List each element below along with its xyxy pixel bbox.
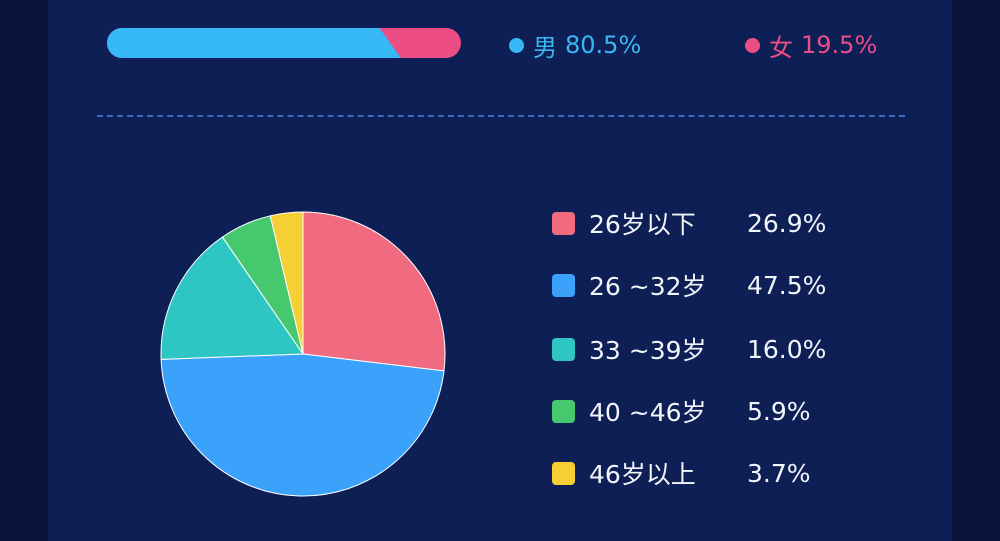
age-pie-chart [160, 211, 446, 497]
legend-swatch [552, 399, 575, 423]
legend-percentage: 16.0% [747, 334, 827, 364]
legend-male-label: 男 [533, 33, 557, 62]
female-dot-icon [745, 37, 760, 53]
pie-slice-3 [160, 236, 304, 360]
legend-percentage: 5.9% [747, 396, 811, 426]
legend-category: 26 ~32岁 [589, 272, 707, 301]
legend-percentage: 3.7% [747, 458, 811, 488]
legend-swatch [552, 461, 575, 485]
legend-male: 男 80.5% [509, 31, 642, 62]
legend-row: 26岁以下 26.9% [552, 205, 872, 241]
legend-female: 女 19.5% [745, 31, 878, 62]
legend-row: 46岁以上 3.7% [552, 455, 872, 491]
legend-category: 26岁以下 [589, 210, 696, 239]
legend-row: 33 ~39岁 16.0% [552, 331, 872, 367]
legend-category: 40 ~46岁 [589, 398, 707, 427]
legend-swatch [552, 337, 575, 361]
page-edge-left [0, 0, 48, 541]
legend-row: 40 ~46岁 5.9% [552, 393, 872, 429]
male-dot-icon [509, 37, 524, 53]
legend-category: 46岁以上 [589, 460, 696, 489]
pie-slice-5 [269, 211, 304, 355]
legend-percentage: 47.5% [747, 270, 827, 300]
legend-male-value: 80.5% [565, 31, 642, 59]
gender-ratio-bar [107, 28, 461, 58]
pie-slice-2 [160, 353, 445, 497]
legend-female-label: 女 [769, 33, 793, 62]
legend-female-value: 19.5% [801, 31, 878, 59]
page-edge-right [952, 0, 1000, 541]
dashed-divider [97, 115, 905, 117]
legend-percentage: 26.9% [747, 208, 827, 238]
legend-swatch [552, 211, 575, 235]
legend-swatch [552, 273, 575, 297]
legend-category: 33 ~39岁 [589, 336, 707, 365]
pie-slice-1 [302, 211, 446, 372]
gender-bar-male-segment [107, 28, 401, 58]
legend-row: 26 ~32岁 47.5% [552, 267, 872, 303]
